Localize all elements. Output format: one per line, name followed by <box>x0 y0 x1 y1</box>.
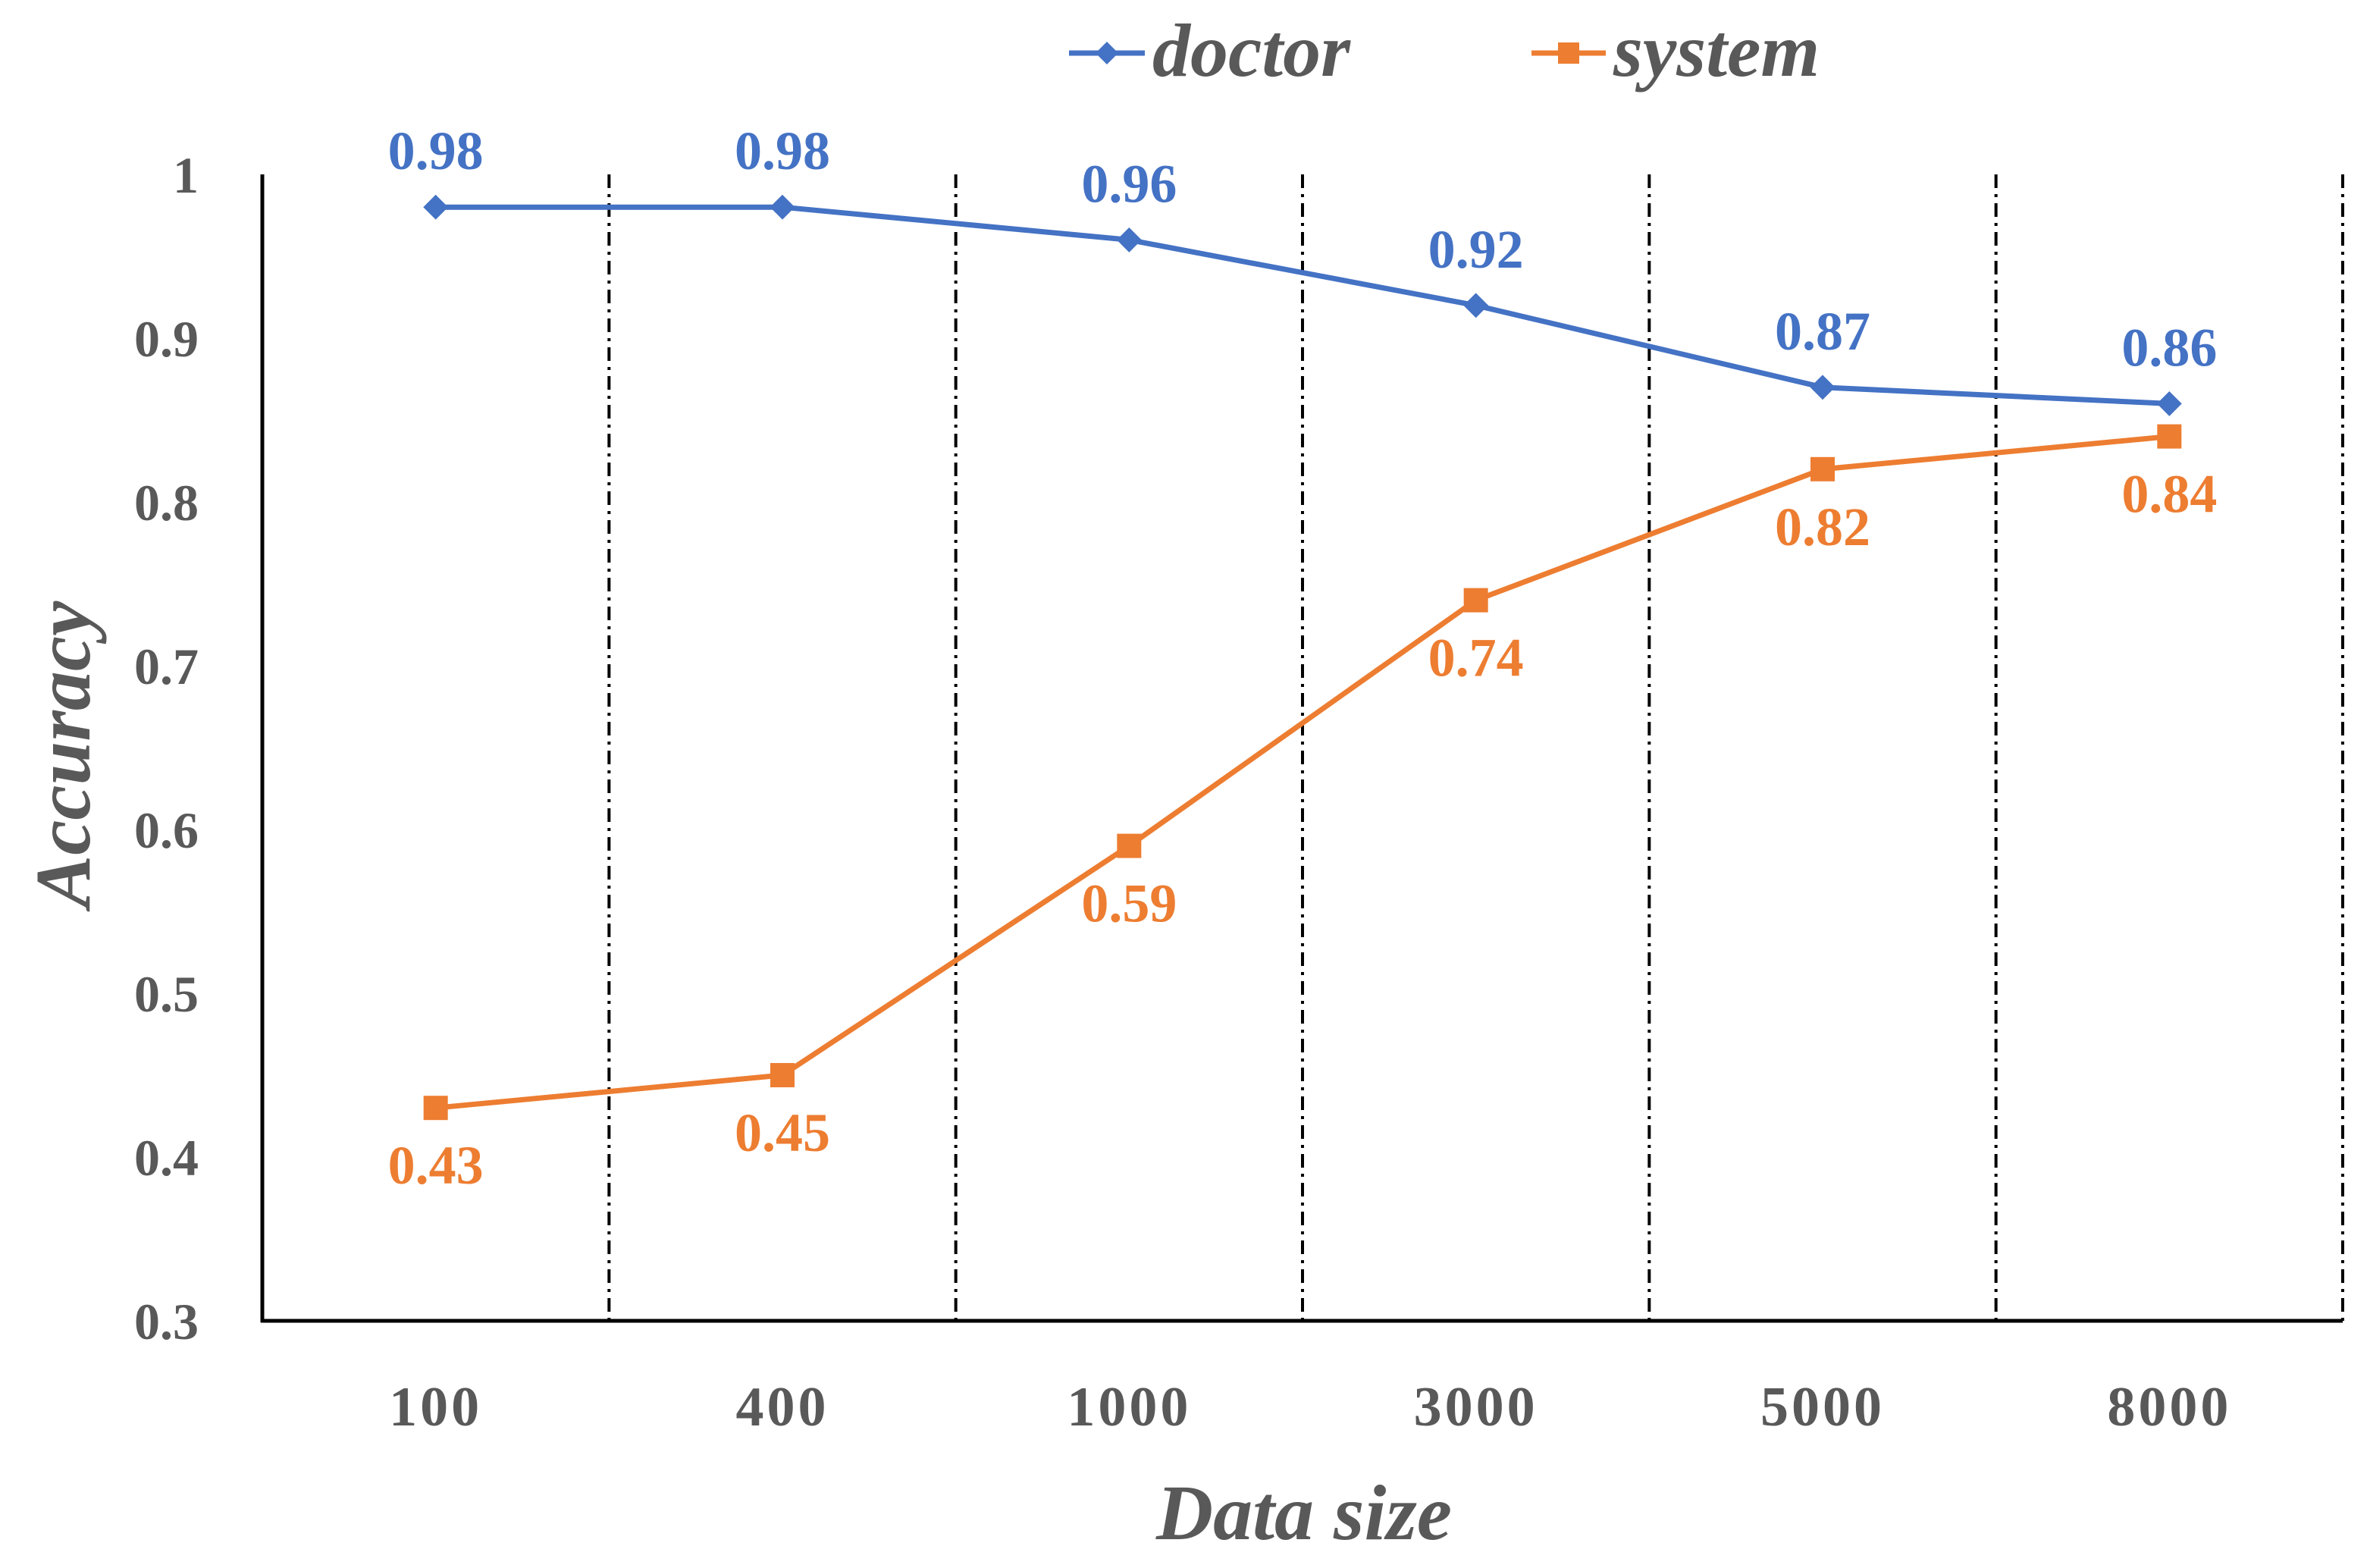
point-doctor-1000 <box>1116 227 1142 252</box>
data-label-doctor-100: 0.98 <box>388 121 484 181</box>
legend-label-system: system <box>1613 8 1820 93</box>
legend-marker-system <box>1558 42 1579 64</box>
x-tick-label-100: 100 <box>389 1376 482 1438</box>
grid-layer <box>607 174 2344 1321</box>
y-tick-label: 0.6 <box>134 801 199 859</box>
point-doctor-8000 <box>2156 390 2182 416</box>
legend-label-doctor: doctor <box>1152 8 1351 93</box>
data-label-system-400: 0.45 <box>735 1102 830 1163</box>
point-doctor-5000 <box>1810 375 1835 400</box>
x-tick-labels: 100 400 1000 3000 5000 8000 <box>389 1376 2231 1438</box>
legend-marker-doctor <box>1096 42 1118 64</box>
y-tick-label: 0.4 <box>134 1129 199 1187</box>
x-tick-label-400: 400 <box>736 1376 829 1438</box>
point-system-5000 <box>1810 456 1835 481</box>
point-doctor-400 <box>770 194 795 220</box>
series-layer <box>423 194 2182 1121</box>
data-label-system-1000: 0.59 <box>1081 873 1177 934</box>
point-doctor-100 <box>423 194 449 220</box>
y-tick-label: 0.5 <box>134 965 199 1023</box>
data-label-system-100: 0.43 <box>388 1135 484 1196</box>
point-system-8000 <box>2157 424 2182 449</box>
data-label-doctor-3000: 0.92 <box>1428 219 1524 280</box>
x-tick-label-1000: 1000 <box>1067 1376 1191 1438</box>
point-system-3000 <box>1463 588 1488 613</box>
y-tick-label: 0.3 <box>134 1293 199 1350</box>
data-label-doctor-1000: 0.96 <box>1081 153 1177 214</box>
series-line-system <box>435 434 2170 1111</box>
data-label-doctor-8000: 0.86 <box>2121 317 2217 378</box>
point-doctor-3000 <box>1463 293 1489 318</box>
x-axis-title: Data size <box>1155 1469 1452 1557</box>
legend: doctor system <box>1069 8 1820 93</box>
y-axis-title: Accuracy <box>20 601 107 912</box>
data-labels: 0.98 0.98 0.96 0.92 0.87 0.86 0.43 0.45 0.59 0.74… <box>388 121 2218 1196</box>
data-label-system-3000: 0.74 <box>1428 628 1524 688</box>
point-system-400 <box>770 1063 795 1087</box>
point-system-100 <box>423 1096 448 1121</box>
data-label-system-5000: 0.82 <box>1775 497 1870 557</box>
data-label-doctor-400: 0.98 <box>735 121 830 181</box>
x-tick-label-8000: 8000 <box>2107 1376 2231 1438</box>
data-label-system-8000: 0.84 <box>2121 464 2217 525</box>
axis-layer <box>260 174 2343 1323</box>
x-tick-label-3000: 3000 <box>1414 1376 1538 1438</box>
y-tick-label: 0.7 <box>134 638 199 695</box>
x-tick-label-5000: 5000 <box>1760 1376 1885 1438</box>
point-system-1000 <box>1117 833 1142 858</box>
series-line-doctor <box>435 204 2170 406</box>
y-tick-label: 0.9 <box>134 310 199 368</box>
y-tick-label: 1 <box>173 146 199 204</box>
legend-item-system: system <box>1531 8 1820 93</box>
y-tick-label: 0.8 <box>134 474 199 532</box>
y-tick-labels: 0.3 0.4 0.5 0.6 0.7 0.8 0.9 1 <box>134 146 199 1350</box>
legend-item-doctor: doctor <box>1069 8 1351 93</box>
data-label-doctor-5000: 0.87 <box>1775 301 1870 362</box>
